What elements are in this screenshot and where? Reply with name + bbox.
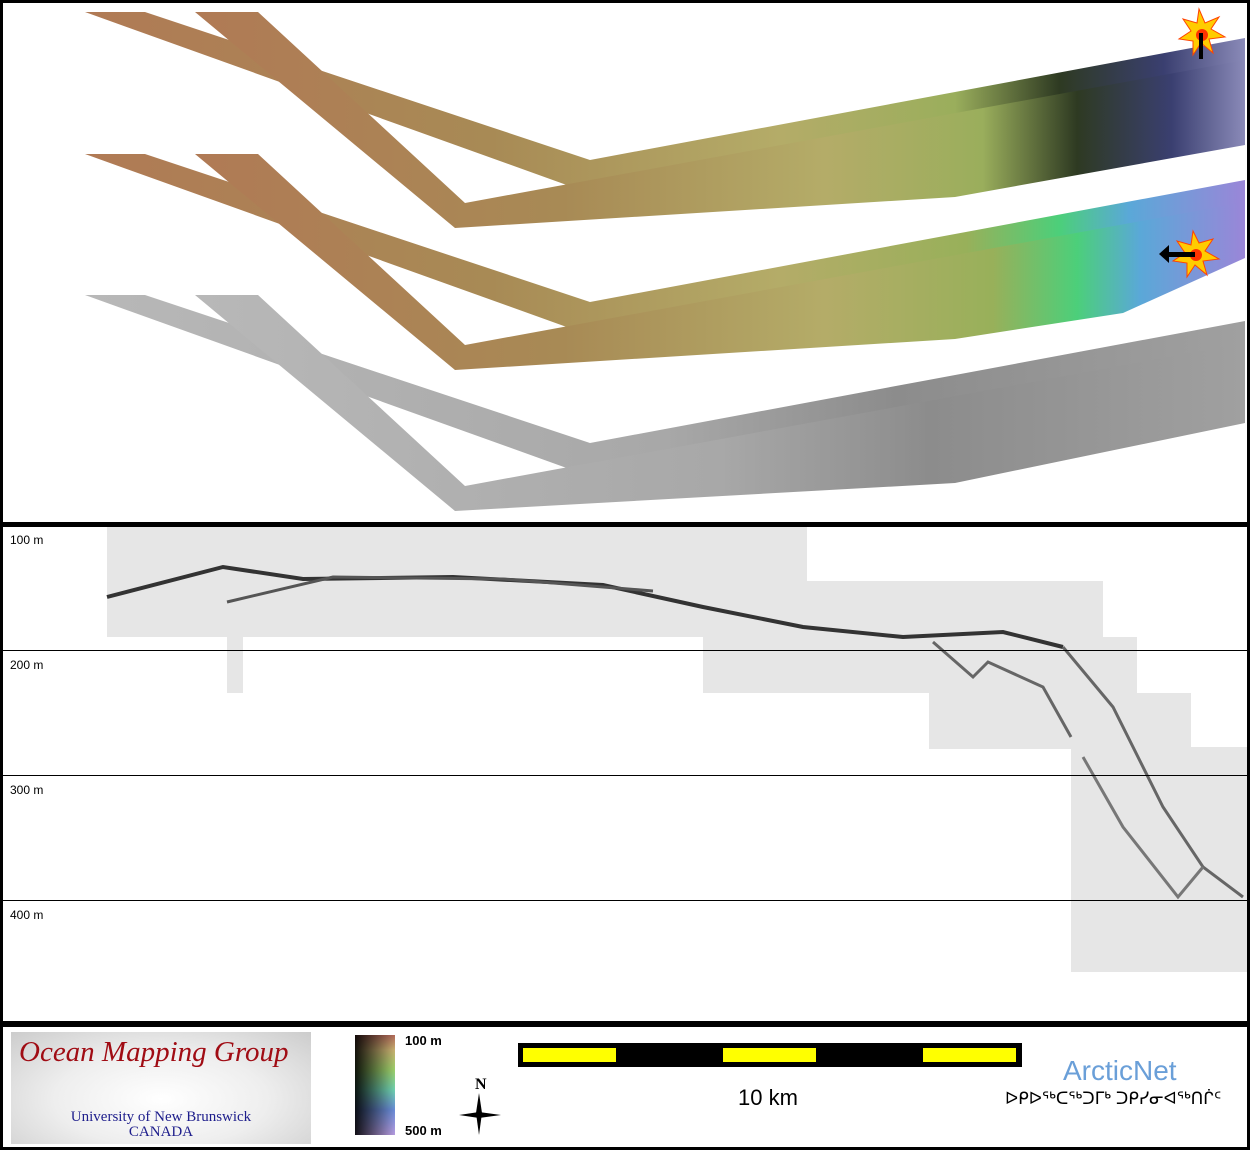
subbottom-profile [106, 527, 1247, 972]
swath-map [85, 7, 1245, 511]
colorbar-top-label: 100 m [405, 1033, 442, 1048]
sidescan-swath [85, 295, 1245, 511]
north-arrow-icon: N [459, 1076, 501, 1135]
bathymetry-swath-colored [85, 154, 1245, 370]
legend-panel: Ocean Mapping Group University of New Br… [3, 1027, 1247, 1147]
depth-label: 200 m [10, 658, 44, 672]
depth-label: 100 m [10, 533, 44, 547]
logo-country: CANADA [128, 1124, 194, 1140]
ocean-mapping-group-logo: Ocean Mapping Group University of New Br… [11, 1032, 311, 1144]
colorbar-bottom-label: 500 m [405, 1123, 442, 1138]
swath-map-panel [3, 3, 1247, 522]
depth-colorbar [355, 1035, 395, 1135]
depth-label: 300 m [10, 783, 44, 797]
arcticnet-syllabics: ᐅᑭᐅᖅᑕᖅᑐᒥᒃ ᑐᑭᓯᓂᐊᖅᑎᒌᑦ [1005, 1089, 1222, 1108]
sample-site-marker [1177, 7, 1227, 59]
sample-site-marker [1159, 229, 1221, 279]
bathymetry-swath-shaded [85, 12, 1245, 228]
scale-bar-label: 10 km [738, 1085, 798, 1110]
depth-gridline [3, 900, 1247, 901]
subbottom-profile-panel: 100 m 200 m 300 m 400 m [3, 527, 1247, 1021]
depth-gridline [3, 650, 1247, 651]
logo-subtitle: University of New Brunswick [70, 1109, 252, 1125]
logo-title: Ocean Mapping Group [19, 1036, 289, 1068]
depth-gridline [3, 775, 1247, 776]
arcticnet-logo: ArcticNet [1063, 1055, 1177, 1086]
scale-bar [518, 1043, 1022, 1067]
north-label: N [475, 1076, 487, 1093]
depth-label: 400 m [10, 908, 44, 922]
